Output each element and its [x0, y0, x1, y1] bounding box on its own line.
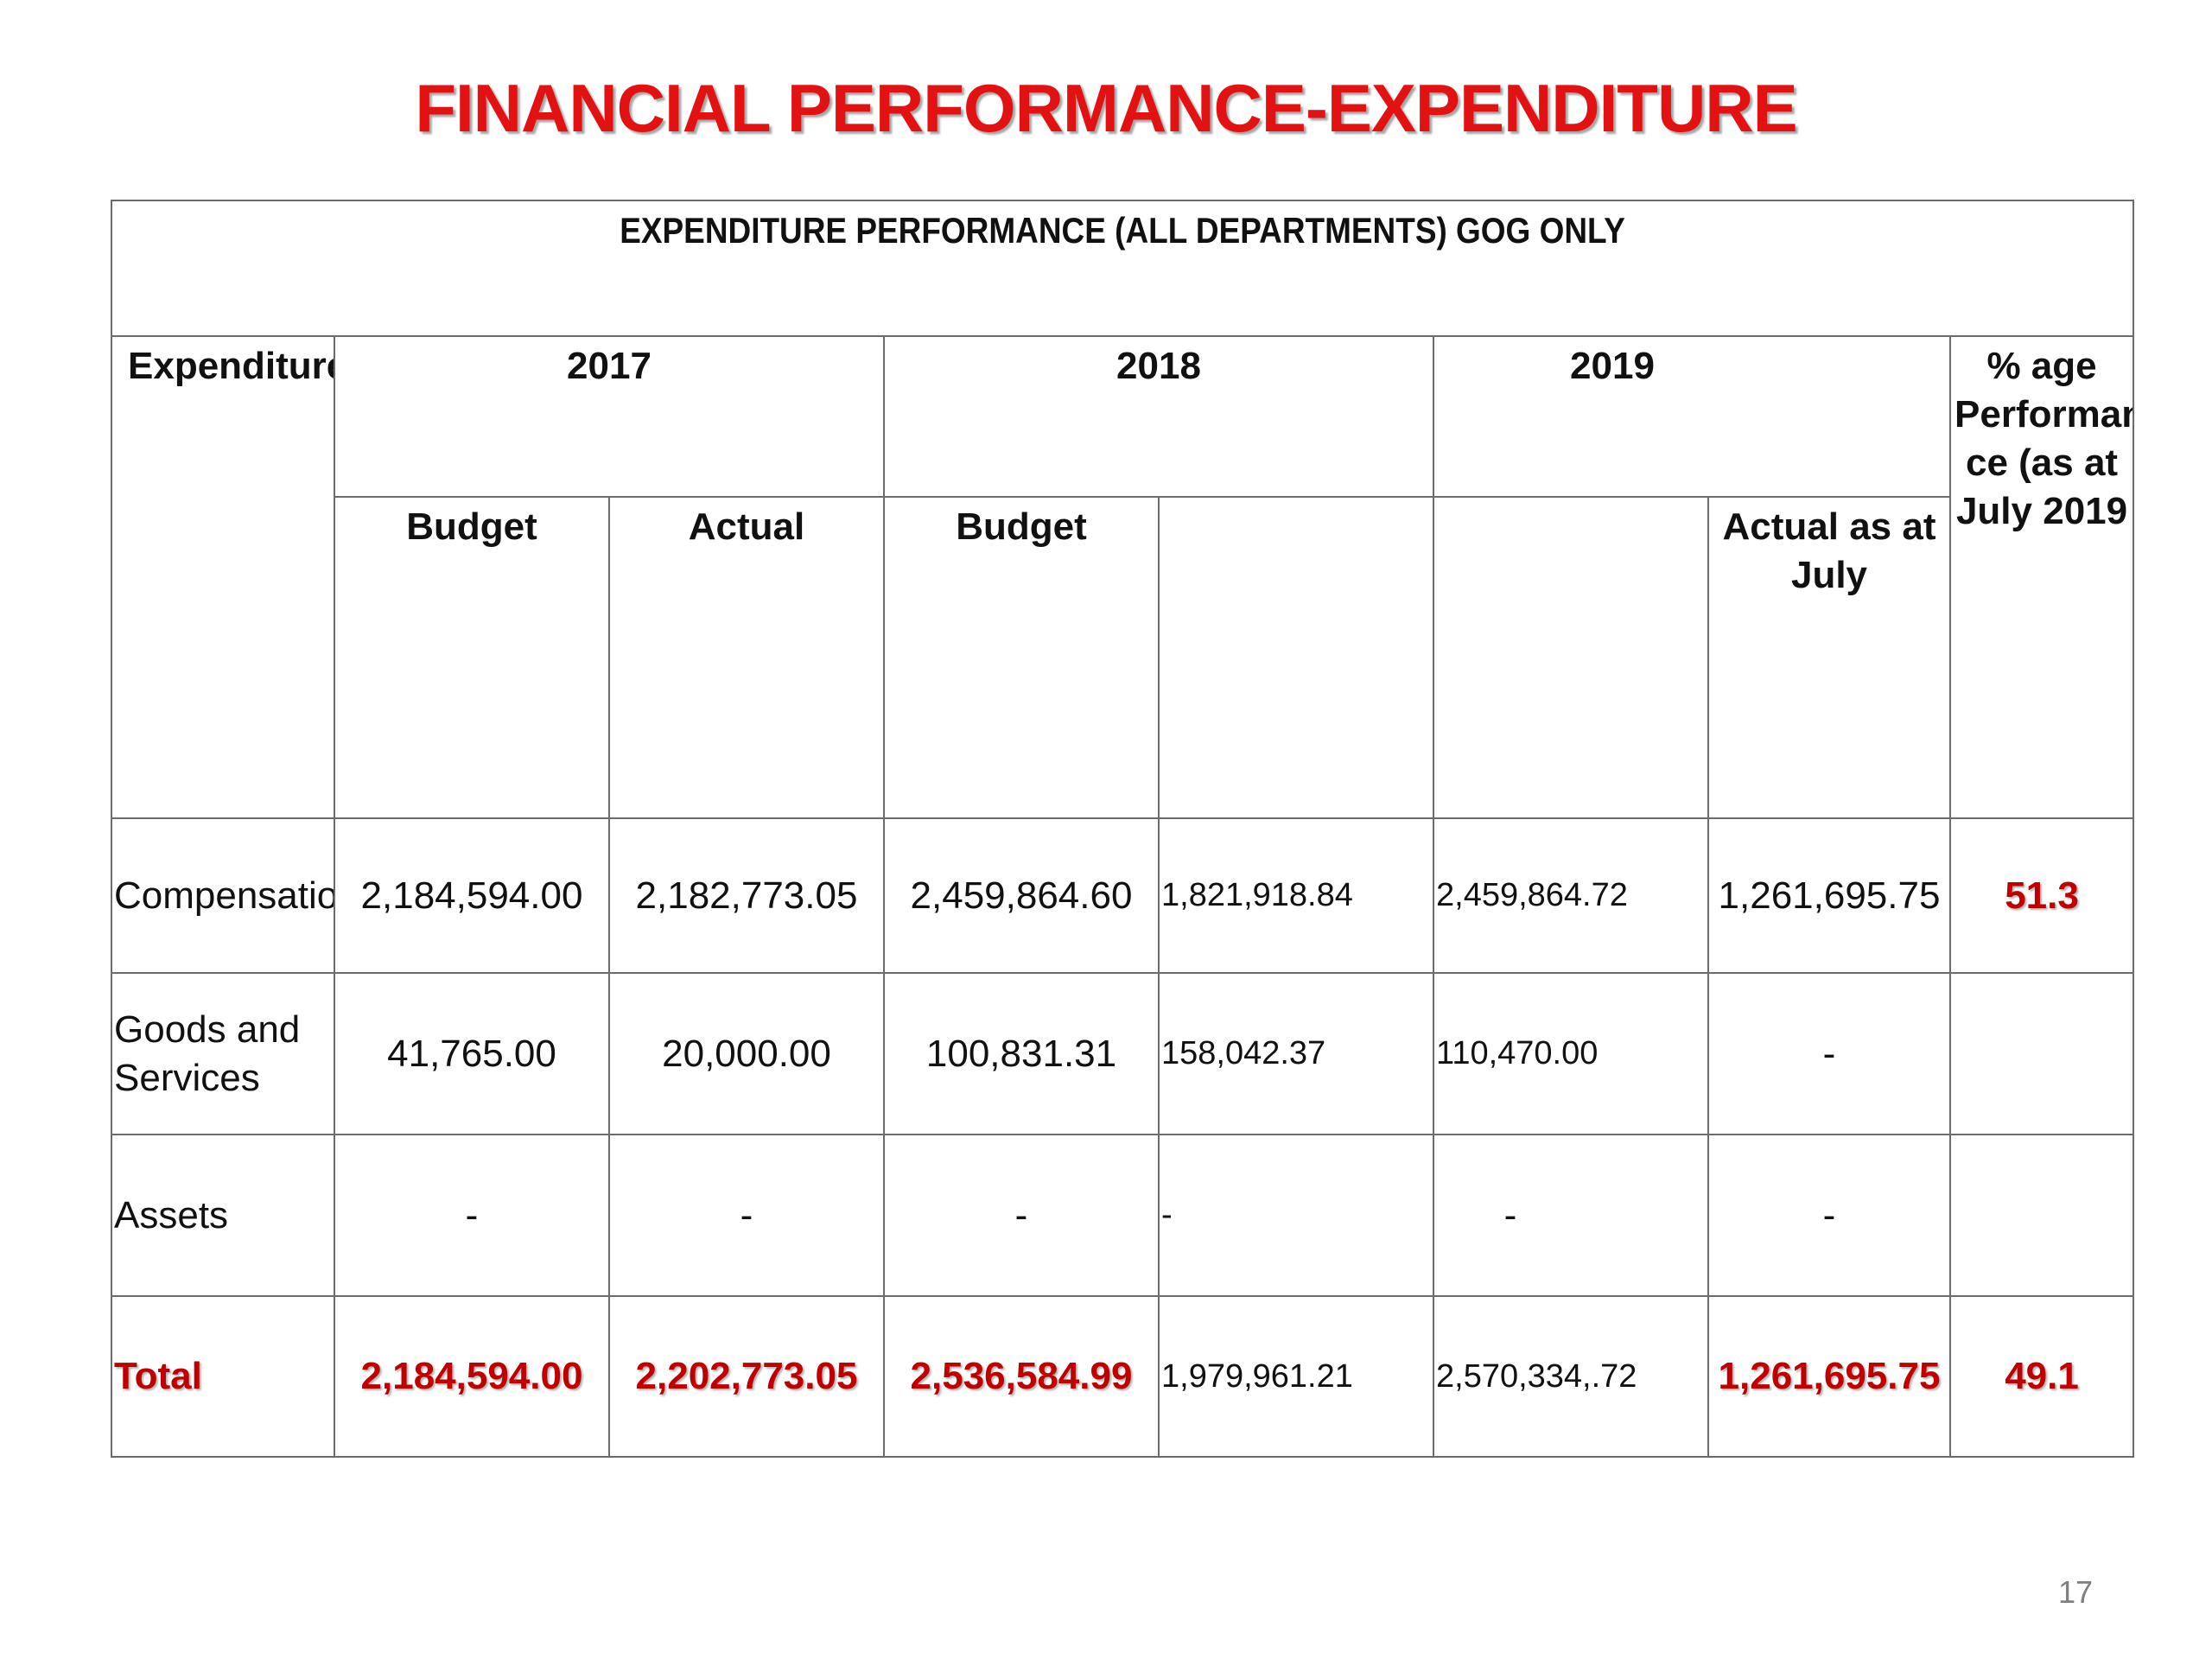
blank-2019-header: [1433, 496, 1709, 819]
cell-budget-2019: 2,570,334,.72: [1433, 1295, 1709, 1458]
cell-percentage: 51.3: [1948, 817, 2135, 974]
cell-percentage: [1948, 1134, 2135, 1297]
cell-col4-2018: -: [1158, 1134, 1434, 1297]
cell-budget-2018: 2,459,864.60: [883, 817, 1160, 974]
table-row: Compensation 2,184,594.00 2,182,773.05 2…: [111, 817, 2135, 974]
cell-budget-2018: 2,536,584.99: [883, 1295, 1160, 1458]
table-title: EXPENDITURE PERFORMANCE (ALL DEPARTMENTS…: [232, 200, 2013, 337]
cell-actual-2019: -: [1707, 972, 1951, 1135]
table-title-row: EXPENDITURE PERFORMANCE (ALL DEPARTMENTS…: [111, 200, 2133, 337]
cell-budget-2017: 2,184,594.00: [334, 1295, 610, 1458]
year-2019-header: 2019: [1433, 335, 1951, 498]
cell-budget-2019: 2,459,864.72: [1433, 817, 1709, 974]
budget-2017-header: Budget: [334, 496, 610, 819]
cell-actual-2017: 2,202,773.05: [608, 1295, 885, 1458]
sub-header-row: Budget Actual Budget Actual as at July: [111, 496, 2133, 819]
cell-percentage: [1948, 972, 2135, 1135]
cell-col4-2018: 1,821,918.84: [1158, 817, 1434, 974]
cell-budget-2018: -: [883, 1134, 1160, 1297]
actual-july-2019-header: Actual as at July: [1707, 496, 1951, 819]
cell-budget-2017: 2,184,594.00: [334, 817, 610, 974]
cell-actual-2019: -: [1707, 1134, 1951, 1297]
row-label-compensation: Compensation: [111, 817, 335, 974]
cell-budget-2018: 100,831.31: [883, 972, 1160, 1135]
actual-2017-header: Actual: [608, 496, 885, 819]
slide-title: FINANCIAL PERFORMANCE-EXPENDITURE: [415, 70, 1797, 146]
cell-actual-2019: 1,261,695.75: [1707, 1295, 1951, 1458]
table-row: Assets - - - - - -: [111, 1134, 2135, 1297]
table-row-total: Total 2,184,594.00 2,202,773.05 2,536,58…: [111, 1295, 2135, 1458]
cell-col4-2018: 1,979,961.21: [1158, 1295, 1434, 1458]
cell-actual-2017: 20,000.00: [608, 972, 885, 1135]
year-header-row: Expenditure 2017 2018 2019 % age Perform…: [111, 335, 2135, 819]
cell-col4-2018: 158,042.37: [1158, 972, 1434, 1135]
cell-actual-2017: -: [608, 1134, 885, 1297]
budget-2018-header: Budget: [883, 496, 1160, 819]
cell-actual-2017: 2,182,773.05: [608, 817, 885, 974]
percentage-performance-header: % age Performan ce (as at July 2019: [1948, 335, 2135, 819]
cell-budget-2017: 41,765.00: [334, 972, 610, 1135]
cell-budget-2017: -: [334, 1134, 610, 1297]
cell-percentage: 49.1: [1948, 1295, 2135, 1458]
year-2017-header: 2017: [334, 335, 885, 498]
cell-budget-2019: 110,470.00: [1433, 972, 1709, 1135]
blank-2018-header: [1158, 496, 1434, 819]
row-label-assets: Assets: [111, 1134, 335, 1297]
expenditure-table: EXPENDITURE PERFORMANCE (ALL DEPARTMENTS…: [111, 200, 2135, 1458]
expenditure-header: Expenditure: [111, 335, 335, 819]
row-label-total: Total: [111, 1295, 335, 1458]
cell-budget-2019: -: [1433, 1134, 1709, 1297]
cell-actual-2019: 1,261,695.75: [1707, 817, 1951, 974]
page-number: 17: [2057, 1574, 2093, 1610]
row-label-goods-services: Goods and Services: [111, 972, 335, 1135]
table-row: Goods and Services 41,765.00 20,000.00 1…: [111, 972, 2135, 1135]
year-2018-header: 2018: [883, 335, 1434, 498]
